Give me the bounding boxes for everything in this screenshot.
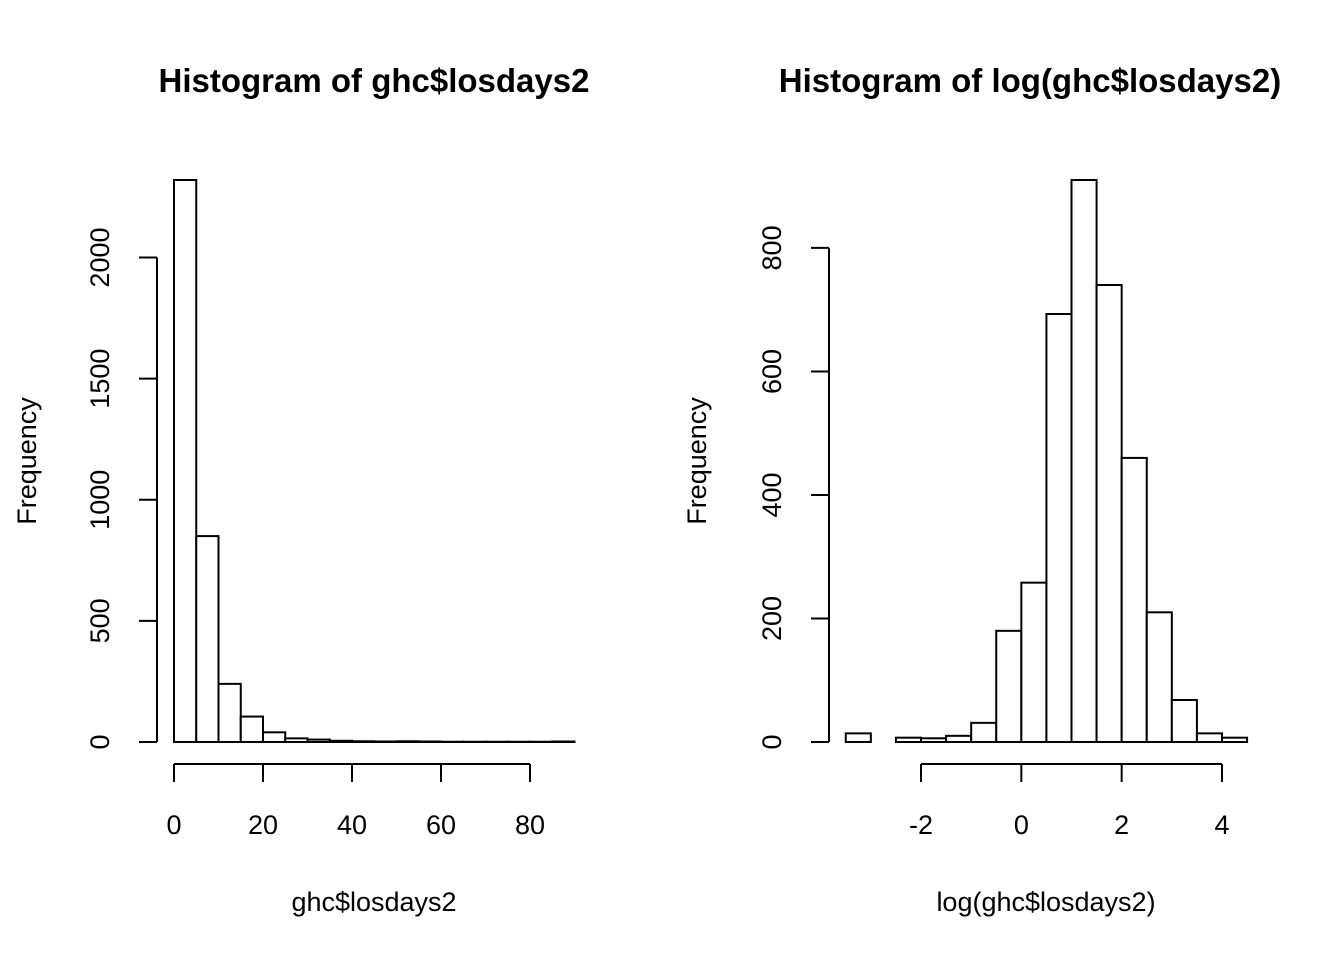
histogram-bar xyxy=(217,682,242,743)
histogram-bar xyxy=(328,739,353,744)
histogram-bar xyxy=(1045,313,1073,743)
histogram-bar xyxy=(894,736,923,744)
histogram-bar xyxy=(1170,699,1198,743)
histogram-bar xyxy=(844,732,872,743)
histogram-bar xyxy=(1195,732,1223,743)
x-tick-label: 20 xyxy=(248,810,278,840)
histogram-bar xyxy=(1095,283,1123,743)
histogram-bar xyxy=(284,737,309,744)
histogram-bar xyxy=(1145,611,1173,743)
histogram-bar xyxy=(195,535,220,744)
x-tick-label: 60 xyxy=(426,810,456,840)
histogram-bar xyxy=(395,740,420,743)
histogram-bar xyxy=(920,737,948,743)
histogram-bar xyxy=(262,731,287,744)
y-tick-label: 400 xyxy=(757,472,787,517)
y-tick-label: 800 xyxy=(757,225,787,270)
x-axis-label: log(ghc$losdays2) xyxy=(936,887,1155,917)
histogram-bar xyxy=(995,629,1023,743)
histogram-bar xyxy=(1221,736,1249,744)
y-axis: 0 500 1000 1500 2000 xyxy=(85,227,158,750)
histogram-bar xyxy=(351,740,376,743)
histogram-bar xyxy=(970,721,998,743)
x-tick-label: -2 xyxy=(909,810,933,840)
y-tick-label: 0 xyxy=(85,734,115,749)
x-tick-label: 0 xyxy=(1014,810,1029,840)
x-tick-label: 0 xyxy=(166,810,181,840)
histogram-bar xyxy=(173,179,198,743)
x-axis: 0 20 40 60 80 xyxy=(166,763,545,840)
y-axis-label: Frequency xyxy=(682,397,712,525)
y-axis-label: Frequency xyxy=(12,397,42,525)
y-tick-label: 1000 xyxy=(85,470,115,530)
y-axis: 0 200 400 600 800 xyxy=(757,225,830,750)
x-tick-label: 80 xyxy=(515,810,545,840)
x-axis-label: ghc$losdays2 xyxy=(291,887,456,917)
y-tick-label: 1500 xyxy=(85,349,115,409)
x-axis: -2 0 2 4 xyxy=(909,763,1230,840)
bar-group xyxy=(173,179,576,744)
histogram-bar xyxy=(1020,581,1048,744)
histogram-panel-raw: Histogram of ghc$losdays2 ghc$losdays2 F… xyxy=(12,62,589,917)
bar-group xyxy=(844,179,1249,744)
histogram-bar xyxy=(306,738,331,743)
y-tick-label: 500 xyxy=(85,598,115,643)
x-tick-label: 4 xyxy=(1214,810,1229,840)
y-tick-label: 2000 xyxy=(85,227,115,287)
y-tick-label: 600 xyxy=(757,349,787,394)
y-tick-label: 200 xyxy=(757,596,787,641)
x-tick-label: 40 xyxy=(337,810,367,840)
histogram-bar xyxy=(1070,179,1098,743)
histogram-bar xyxy=(239,715,264,743)
y-tick-label: 0 xyxy=(757,734,787,749)
chart-title: Histogram of log(ghc$losdays2) xyxy=(779,62,1281,99)
histogram-panel-log: Histogram of log(ghc$losdays2) log(ghc$l… xyxy=(682,62,1281,917)
x-tick-label: 2 xyxy=(1114,810,1129,840)
chart-title: Histogram of ghc$losdays2 xyxy=(159,62,590,99)
histogram-bar xyxy=(1120,456,1148,743)
histogram-bar xyxy=(945,734,973,743)
